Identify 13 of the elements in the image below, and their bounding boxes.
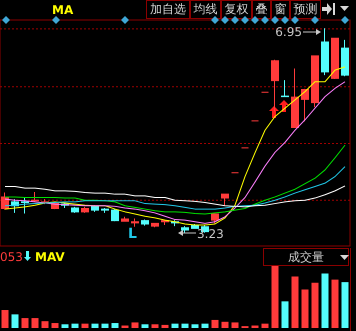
text: MAV xyxy=(35,250,65,264)
annotation: L xyxy=(128,226,137,242)
text: 053 xyxy=(0,250,23,264)
annotation: 6.95 xyxy=(275,25,302,39)
text: 均线 xyxy=(190,0,221,19)
annotation: 3.23 xyxy=(197,227,224,241)
text: 窗 xyxy=(271,0,290,19)
text: 复权 xyxy=(221,0,252,19)
text: 成交量 xyxy=(263,248,349,266)
text: 叠 xyxy=(252,0,271,19)
text: 预测 xyxy=(290,0,321,19)
text: 加自选 xyxy=(146,0,190,19)
text: MA xyxy=(52,3,74,17)
